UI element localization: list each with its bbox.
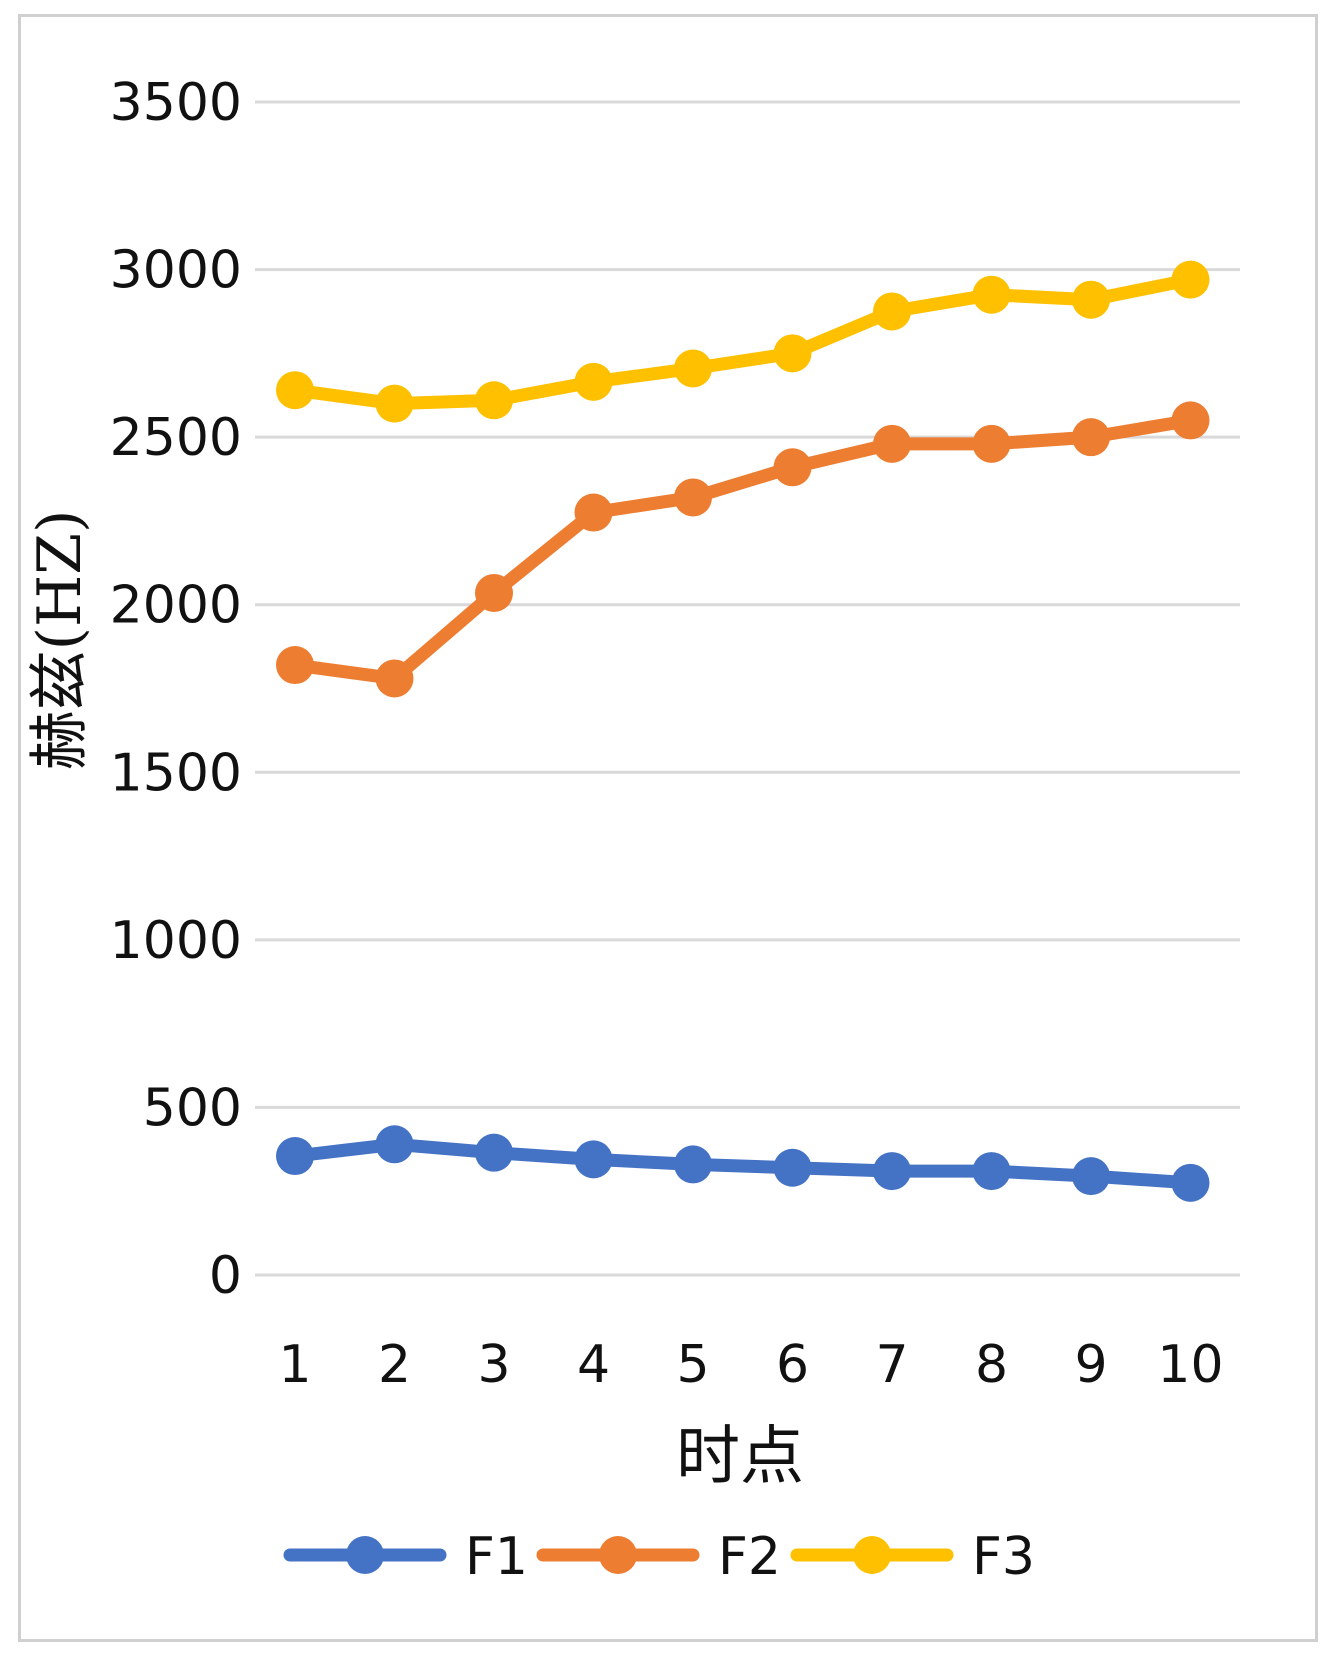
- series-f2-point: [873, 424, 911, 463]
- x-tick-label: 7: [875, 1335, 908, 1395]
- series-f1: [276, 1125, 1210, 1202]
- x-tick-label: 5: [676, 1335, 709, 1395]
- series-f2-point: [773, 448, 812, 487]
- y-tick-label: 3000: [110, 241, 242, 301]
- y-tick-label: 1000: [110, 911, 242, 971]
- series-f3-point: [1171, 260, 1210, 299]
- series-f1-line: [288, 1137, 1197, 1190]
- series-f2-point: [674, 478, 712, 517]
- x-tick-label: 10: [1157, 1335, 1223, 1395]
- y-tick-label: 0: [209, 1246, 242, 1306]
- x-axis-title: 时点: [676, 1420, 804, 1494]
- series-f1-point: [574, 1140, 613, 1179]
- legend: F1 F2 F3: [283, 1527, 1035, 1587]
- series-f3-line: [288, 273, 1197, 411]
- y-tick-label: 2500: [110, 408, 242, 468]
- legend-f2: F2: [536, 1527, 781, 1587]
- legend-f3-label: F3: [972, 1527, 1035, 1587]
- series-f2-point: [475, 573, 513, 612]
- series-f2-line: [288, 413, 1197, 685]
- series-f1-point: [873, 1152, 911, 1191]
- series-f1-point: [1072, 1157, 1110, 1196]
- y-axis-title: 赫兹(HZ): [25, 510, 95, 771]
- legend-f1-label: F1: [465, 1527, 528, 1587]
- series-f3-point: [1072, 280, 1110, 319]
- series-f1-point: [972, 1152, 1011, 1191]
- series-f3-point: [475, 381, 513, 420]
- series-f3-point: [972, 275, 1011, 314]
- series-f2-point: [574, 493, 613, 532]
- legend-f1: F1: [283, 1527, 528, 1587]
- legend-f1-swatch-marker: [346, 1536, 384, 1574]
- legend-f2-swatch-marker: [599, 1536, 637, 1574]
- series-f1-point: [1171, 1163, 1210, 1202]
- series-f2-point: [972, 424, 1011, 463]
- series-f2-point: [1171, 401, 1210, 440]
- series-f2-point: [276, 646, 314, 685]
- y-tick-label: 500: [143, 1078, 242, 1138]
- series-f3-point: [276, 371, 314, 410]
- series-f3-point: [873, 292, 911, 331]
- x-tick-label: 9: [1074, 1335, 1107, 1395]
- x-tick-label: 2: [378, 1335, 411, 1395]
- series-f1-point: [375, 1125, 414, 1164]
- series-f3-point: [574, 362, 613, 401]
- series-f3-point: [674, 349, 712, 388]
- series-f3-point: [773, 334, 812, 373]
- series-f2-point: [375, 659, 414, 698]
- y-tick-labels: 0 500 1000 1500 2000 2500 3000 3500: [110, 73, 242, 1306]
- series-f1-point: [276, 1137, 314, 1176]
- x-tick-label: 4: [577, 1335, 610, 1395]
- series-layer: [276, 260, 1210, 1202]
- legend-f3-swatch-marker: [853, 1536, 891, 1574]
- x-tick-label: 3: [477, 1335, 510, 1395]
- x-tick-label: 8: [975, 1335, 1008, 1395]
- series-f2-point: [1072, 418, 1110, 457]
- legend-f2-label: F2: [718, 1527, 781, 1587]
- y-tick-label: 3500: [110, 73, 242, 133]
- legend-f3: F3: [790, 1527, 1035, 1587]
- series-f1-point: [475, 1133, 513, 1172]
- y-tick-label: 2000: [110, 576, 242, 636]
- series-f1-point: [773, 1148, 812, 1187]
- x-tick-label: 1: [278, 1335, 311, 1395]
- y-tick-label: 1500: [110, 743, 242, 803]
- series-f3: [276, 260, 1210, 423]
- series-f1-point: [674, 1145, 712, 1184]
- x-tick-label: 6: [776, 1335, 809, 1395]
- series-f2: [276, 401, 1210, 698]
- series-f3-point: [375, 384, 414, 423]
- x-tick-labels: 1 2 3 4 5 6 7 8 9 10: [278, 1335, 1223, 1395]
